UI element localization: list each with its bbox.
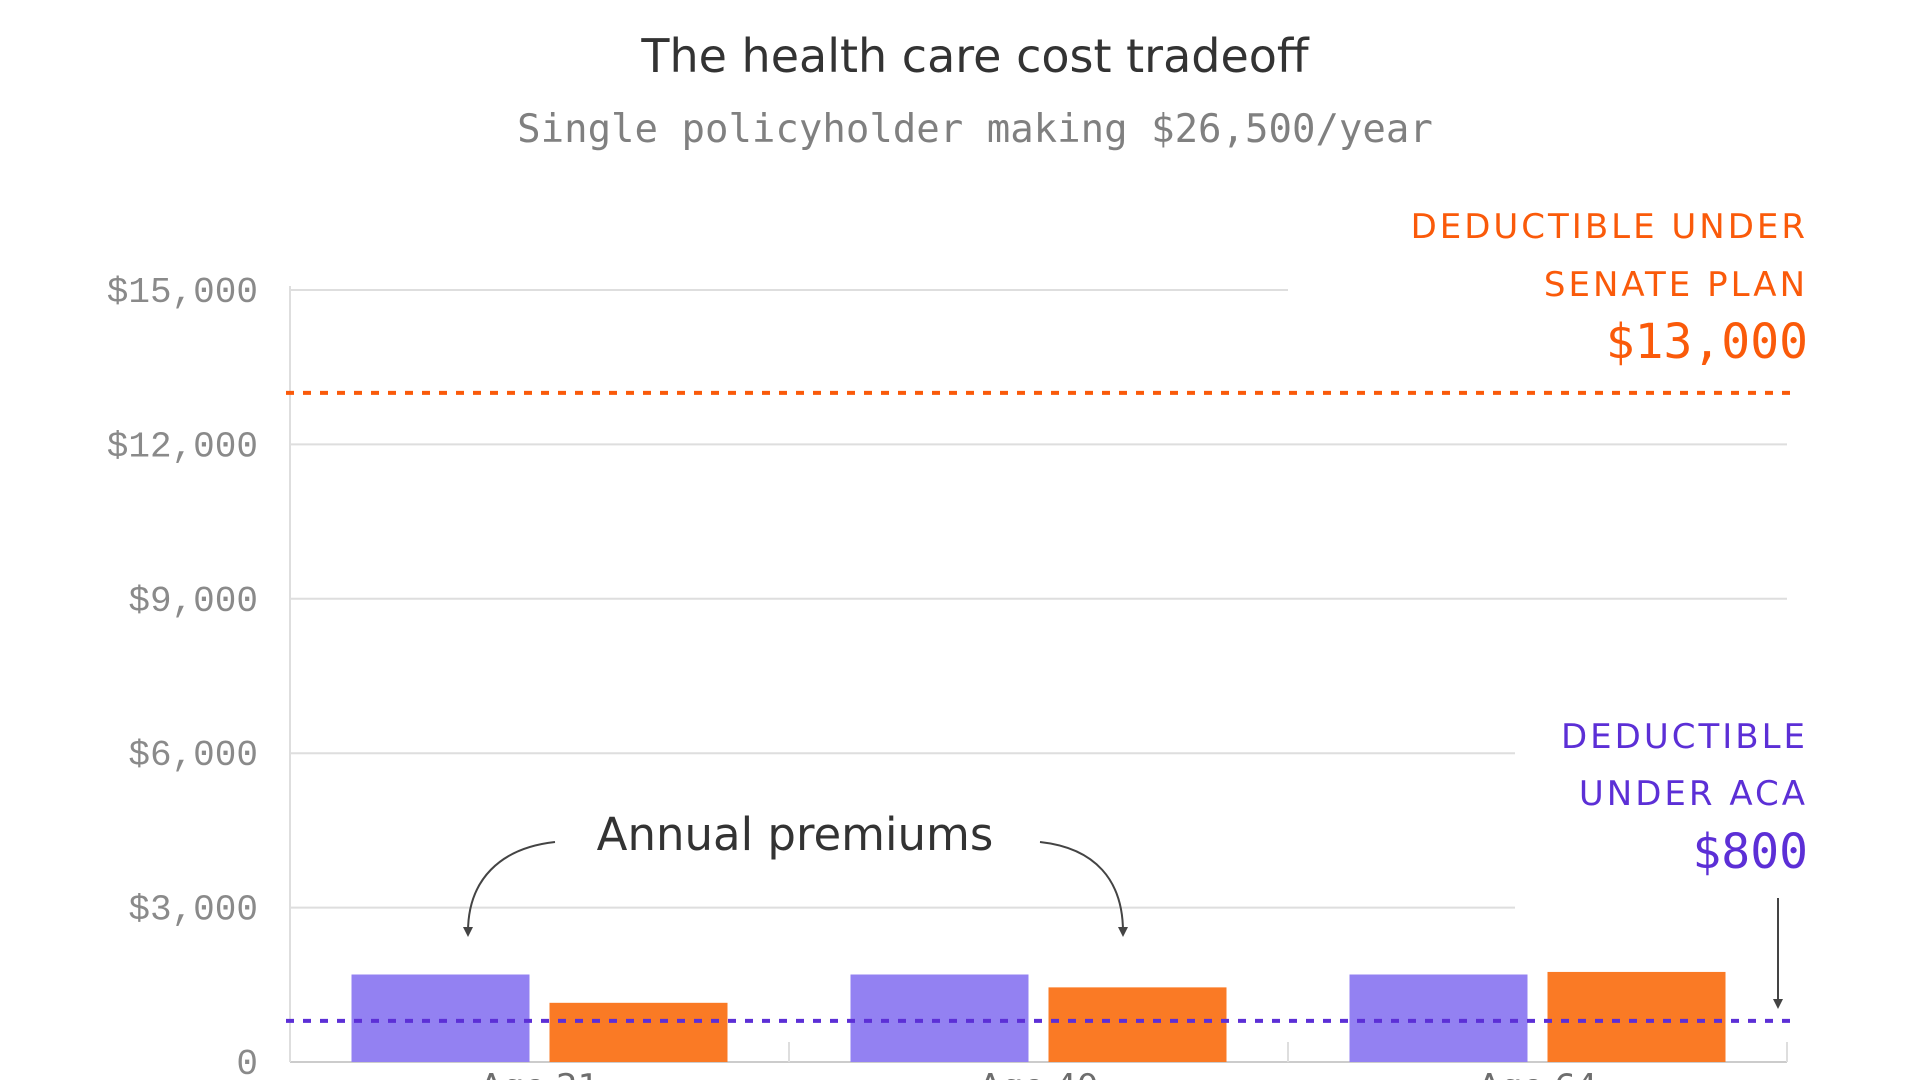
chart-title: The health care cost tradeoff — [640, 29, 1310, 83]
senate-deductible-annotation: DEDUCTIBLE UNDER SENATE PLAN $13,000 — [1411, 207, 1808, 370]
aca-deductible-annotation: DEDUCTIBLE UNDER ACA $800 — [1561, 717, 1808, 1009]
gridlines — [289, 286, 1788, 1063]
premiums-arrow-left — [463, 841, 556, 937]
bar-age-40-series-1 — [850, 974, 1029, 1062]
bar-age-40-series-2 — [1048, 987, 1227, 1062]
reference-lines — [286, 390, 1791, 1023]
y-tick-label: $15,000 — [107, 272, 258, 313]
aca-deductible-value: $800 — [1692, 824, 1808, 880]
x-tick-label: Age 40 — [979, 1067, 1099, 1080]
y-axis-tick-labels: 0 $3,000 $6,000 $9,000 $12,000 $15,000 — [107, 272, 258, 1080]
aca-label-line-1: DEDUCTIBLE — [1561, 717, 1808, 757]
premiums-annotation: Annual premiums — [463, 808, 1128, 937]
premiums-label: Annual premiums — [597, 808, 994, 861]
senate-deductible-value: $13,000 — [1606, 314, 1808, 370]
y-tick-label: $9,000 — [128, 581, 258, 622]
bar-age-21-series-2 — [549, 1002, 728, 1062]
y-tick-label: 0 — [236, 1044, 258, 1080]
senate-label-line-2: SENATE PLAN — [1544, 265, 1808, 305]
premiums-arrow-right — [1039, 841, 1128, 937]
x-tick-label: Age 64 — [1478, 1067, 1598, 1080]
bar-age-64-series-2 — [1547, 971, 1726, 1062]
senate-label-line-1: DEDUCTIBLE UNDER — [1411, 207, 1808, 247]
x-tick-label: Age 21 — [480, 1067, 600, 1080]
aca-label-line-2: UNDER ACA — [1579, 774, 1808, 814]
bar-age-21-series-1 — [351, 974, 530, 1062]
y-tick-label: $12,000 — [107, 426, 258, 467]
x-axis-tick-labels: Age 21 Age 40 Age 64 — [480, 1067, 1598, 1080]
chart-subtitle: Single policyholder making $26,500/year — [517, 107, 1433, 152]
y-tick-label: $6,000 — [128, 735, 258, 776]
y-tick-label: $3,000 — [128, 890, 258, 931]
bars — [351, 971, 1726, 1062]
bar-age-64-series-1 — [1349, 974, 1528, 1062]
